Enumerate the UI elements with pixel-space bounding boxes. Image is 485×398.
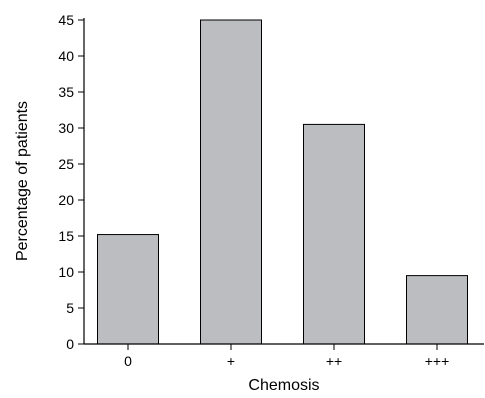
y-tick-label: 40 — [58, 48, 74, 64]
x-tick-label: 0 — [124, 353, 132, 369]
y-tick-label: 35 — [58, 84, 74, 100]
bar-3 — [406, 275, 468, 345]
y-tick-label: 30 — [58, 120, 74, 136]
y-tick-label: 10 — [58, 264, 74, 280]
y-tick-label: 5 — [66, 300, 74, 316]
bar-2 — [303, 123, 365, 345]
x-tick-label: ++ — [326, 353, 342, 369]
y-tick-label: 25 — [58, 156, 74, 172]
x-tick-label: +++ — [425, 353, 450, 369]
y-axis-title: Percentage of patients — [14, 101, 31, 261]
bars-group — [97, 19, 468, 345]
x-axis-title: Chemosis — [248, 377, 319, 394]
y-tick-label: 0 — [66, 336, 74, 352]
y-tick-label: 45 — [58, 12, 74, 28]
bar-1 — [200, 19, 262, 345]
bar-0 — [97, 234, 159, 345]
y-axis-ticks: 0 5 10 15 20 25 30 35 40 45 — [58, 12, 84, 352]
x-tick-label: + — [227, 353, 235, 369]
y-tick-label: 15 — [58, 228, 74, 244]
y-tick-label: 20 — [58, 192, 74, 208]
x-axis-ticks: 0 + ++ +++ — [124, 344, 449, 369]
